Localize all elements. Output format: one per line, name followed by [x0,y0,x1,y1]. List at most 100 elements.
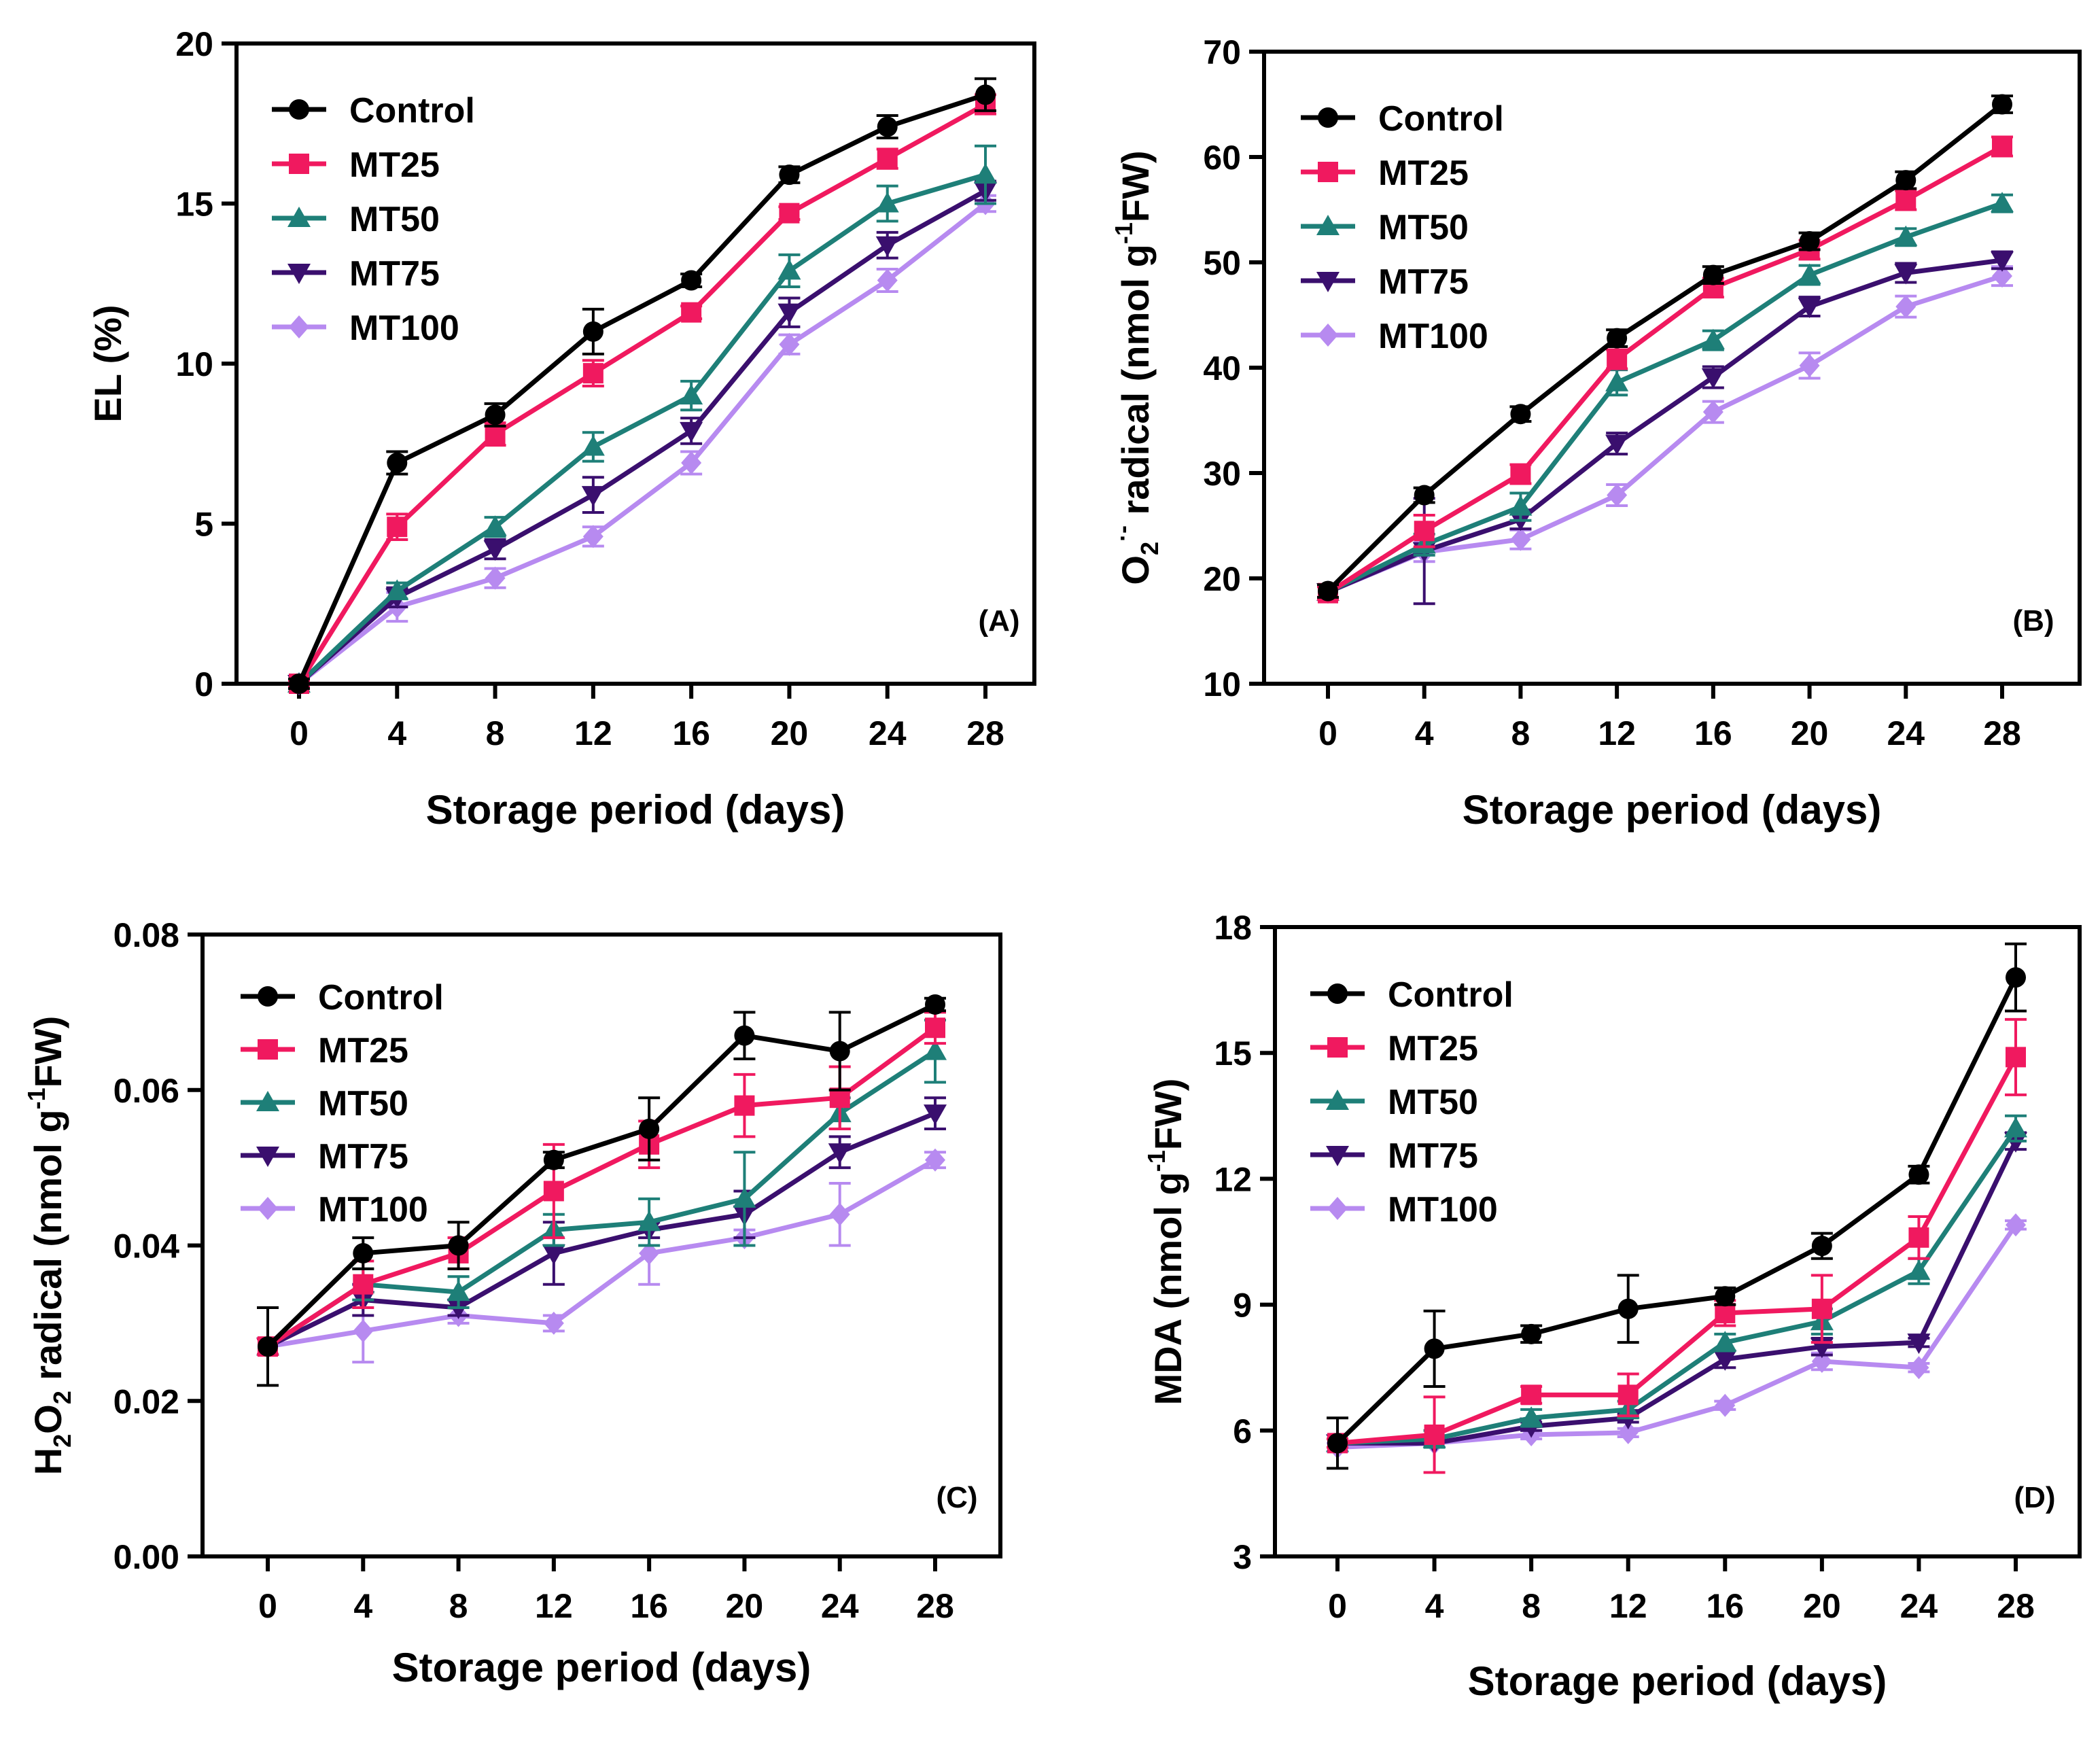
data-point [1607,328,1628,349]
y-axis-label: MDA (nmol g-1FW) [1142,1079,1189,1406]
data-point [680,421,703,442]
panel-b: 10 20 30 40 50 60 70 0 4 8 12 16 20 24 28 Storage perio… [1108,33,2082,833]
legend-marker [1316,272,1340,292]
x-tick-label: 0 [1318,714,1337,752]
y-tick-label: 15 [1214,1034,1252,1072]
data-point [1798,263,1821,284]
legend-label: MT25 [349,145,440,185]
y-axis-label-superscript: -1 [1110,222,1138,244]
data-point [875,192,899,213]
y-tick-label: 30 [1203,455,1241,493]
x-tick-label: 24 [1887,714,1925,752]
data-point [779,203,800,224]
series-line [1335,976,2018,1445]
series-line [1337,1127,2018,1446]
y-tick-label: 12 [1214,1160,1252,1198]
data-point [1318,580,1338,601]
legend-label: Control [318,978,444,1017]
legend-item: MT50 [241,1084,408,1123]
legend-item: MT100 [1310,1190,1498,1229]
data-point [582,321,603,342]
data-point [1521,1323,1542,1344]
series-line [1327,144,2003,595]
data-point [1607,349,1628,370]
series-mt25 [1317,135,2013,604]
x-tick-label: 4 [387,714,406,752]
data-point [829,1041,850,1062]
data-point [1799,231,1820,251]
legend-item: MT75 [1301,262,1469,302]
data-point [1605,434,1629,455]
data-point [779,332,800,356]
y-tick-label: 5 [194,506,213,544]
legend-marker [1327,1197,1348,1220]
data-point [733,1187,756,1208]
data-point [925,994,945,1015]
y-axis-label-subscript: 2 [48,1391,76,1404]
legend-marker [1326,1089,1349,1110]
data-point [639,1241,660,1265]
x-tick-label: 24 [869,714,907,752]
data-point [828,1143,852,1164]
y-tick-label: 0.06 [113,1072,179,1110]
y-axis-label-part: MDA (nmol g [1147,1172,1189,1405]
data-point [581,486,605,507]
x-tick-label: 16 [630,1587,668,1625]
data-point [1414,485,1435,506]
data-point [387,453,408,474]
data-point [483,515,507,536]
legend-item: MT50 [272,200,440,239]
legend-item: MT100 [272,309,459,348]
series-line [266,1026,937,1349]
x-tick-label: 20 [726,1587,764,1625]
series-line [267,1157,937,1349]
legend-item: Control [1310,975,1513,1015]
data-point [543,1149,564,1170]
data-point [829,1202,850,1226]
data-point [1701,368,1725,389]
x-axis-label: Storage period (days) [1468,1658,1887,1704]
x-tick-label: 8 [1522,1587,1541,1625]
series-line [1327,273,2003,595]
panel-label: (B) [2012,604,2054,638]
data-point [1510,464,1531,485]
y-axis-label: EL (%) [86,304,129,422]
legend-item: MT100 [241,1190,428,1229]
y-tick-label: 3 [1233,1538,1252,1576]
legend-label: MT100 [1378,317,1488,356]
data-point [447,1280,470,1302]
data-point [1894,225,1918,246]
data-point [877,116,898,137]
series-line [297,172,986,686]
x-tick-label: 28 [1983,714,2021,752]
panel-label: (C) [936,1481,977,1514]
y-axis-label: H2O2 radical (nmol g-1FW) [22,1016,76,1476]
y-axis-label-superscript: -1 [1142,1150,1170,1172]
data-point [924,1104,947,1126]
data-point [1992,264,2012,288]
data-point [734,1025,755,1046]
legend-marker [1326,1146,1349,1166]
x-tick-label: 0 [258,1587,277,1625]
legend: Control MT25 MT50 MT75 MT100 [241,978,444,1229]
series-line [297,188,987,686]
data-point [1799,353,1820,377]
series-line [1337,1056,2018,1446]
legend-item: Control [1301,99,1504,139]
x-tick-label: 4 [353,1587,372,1625]
y-tick-label: 0.00 [113,1538,179,1576]
legend-marker [258,986,278,1007]
data-point [485,404,506,425]
legend-item: MT100 [1301,317,1488,356]
y-axis-label-superscript: ·- [1108,525,1136,542]
y-axis-label-part: FW) [27,1016,69,1088]
data-point [1894,264,1918,285]
data-point [1424,1424,1445,1445]
x-tick-label: 12 [1609,1587,1647,1625]
x-tick-label: 24 [1900,1587,1938,1625]
legend-label: MT75 [318,1137,408,1176]
series-line [296,92,987,685]
series-control [1327,942,2027,1470]
series-line [1326,102,2004,593]
legend-item: MT75 [1310,1136,1478,1176]
